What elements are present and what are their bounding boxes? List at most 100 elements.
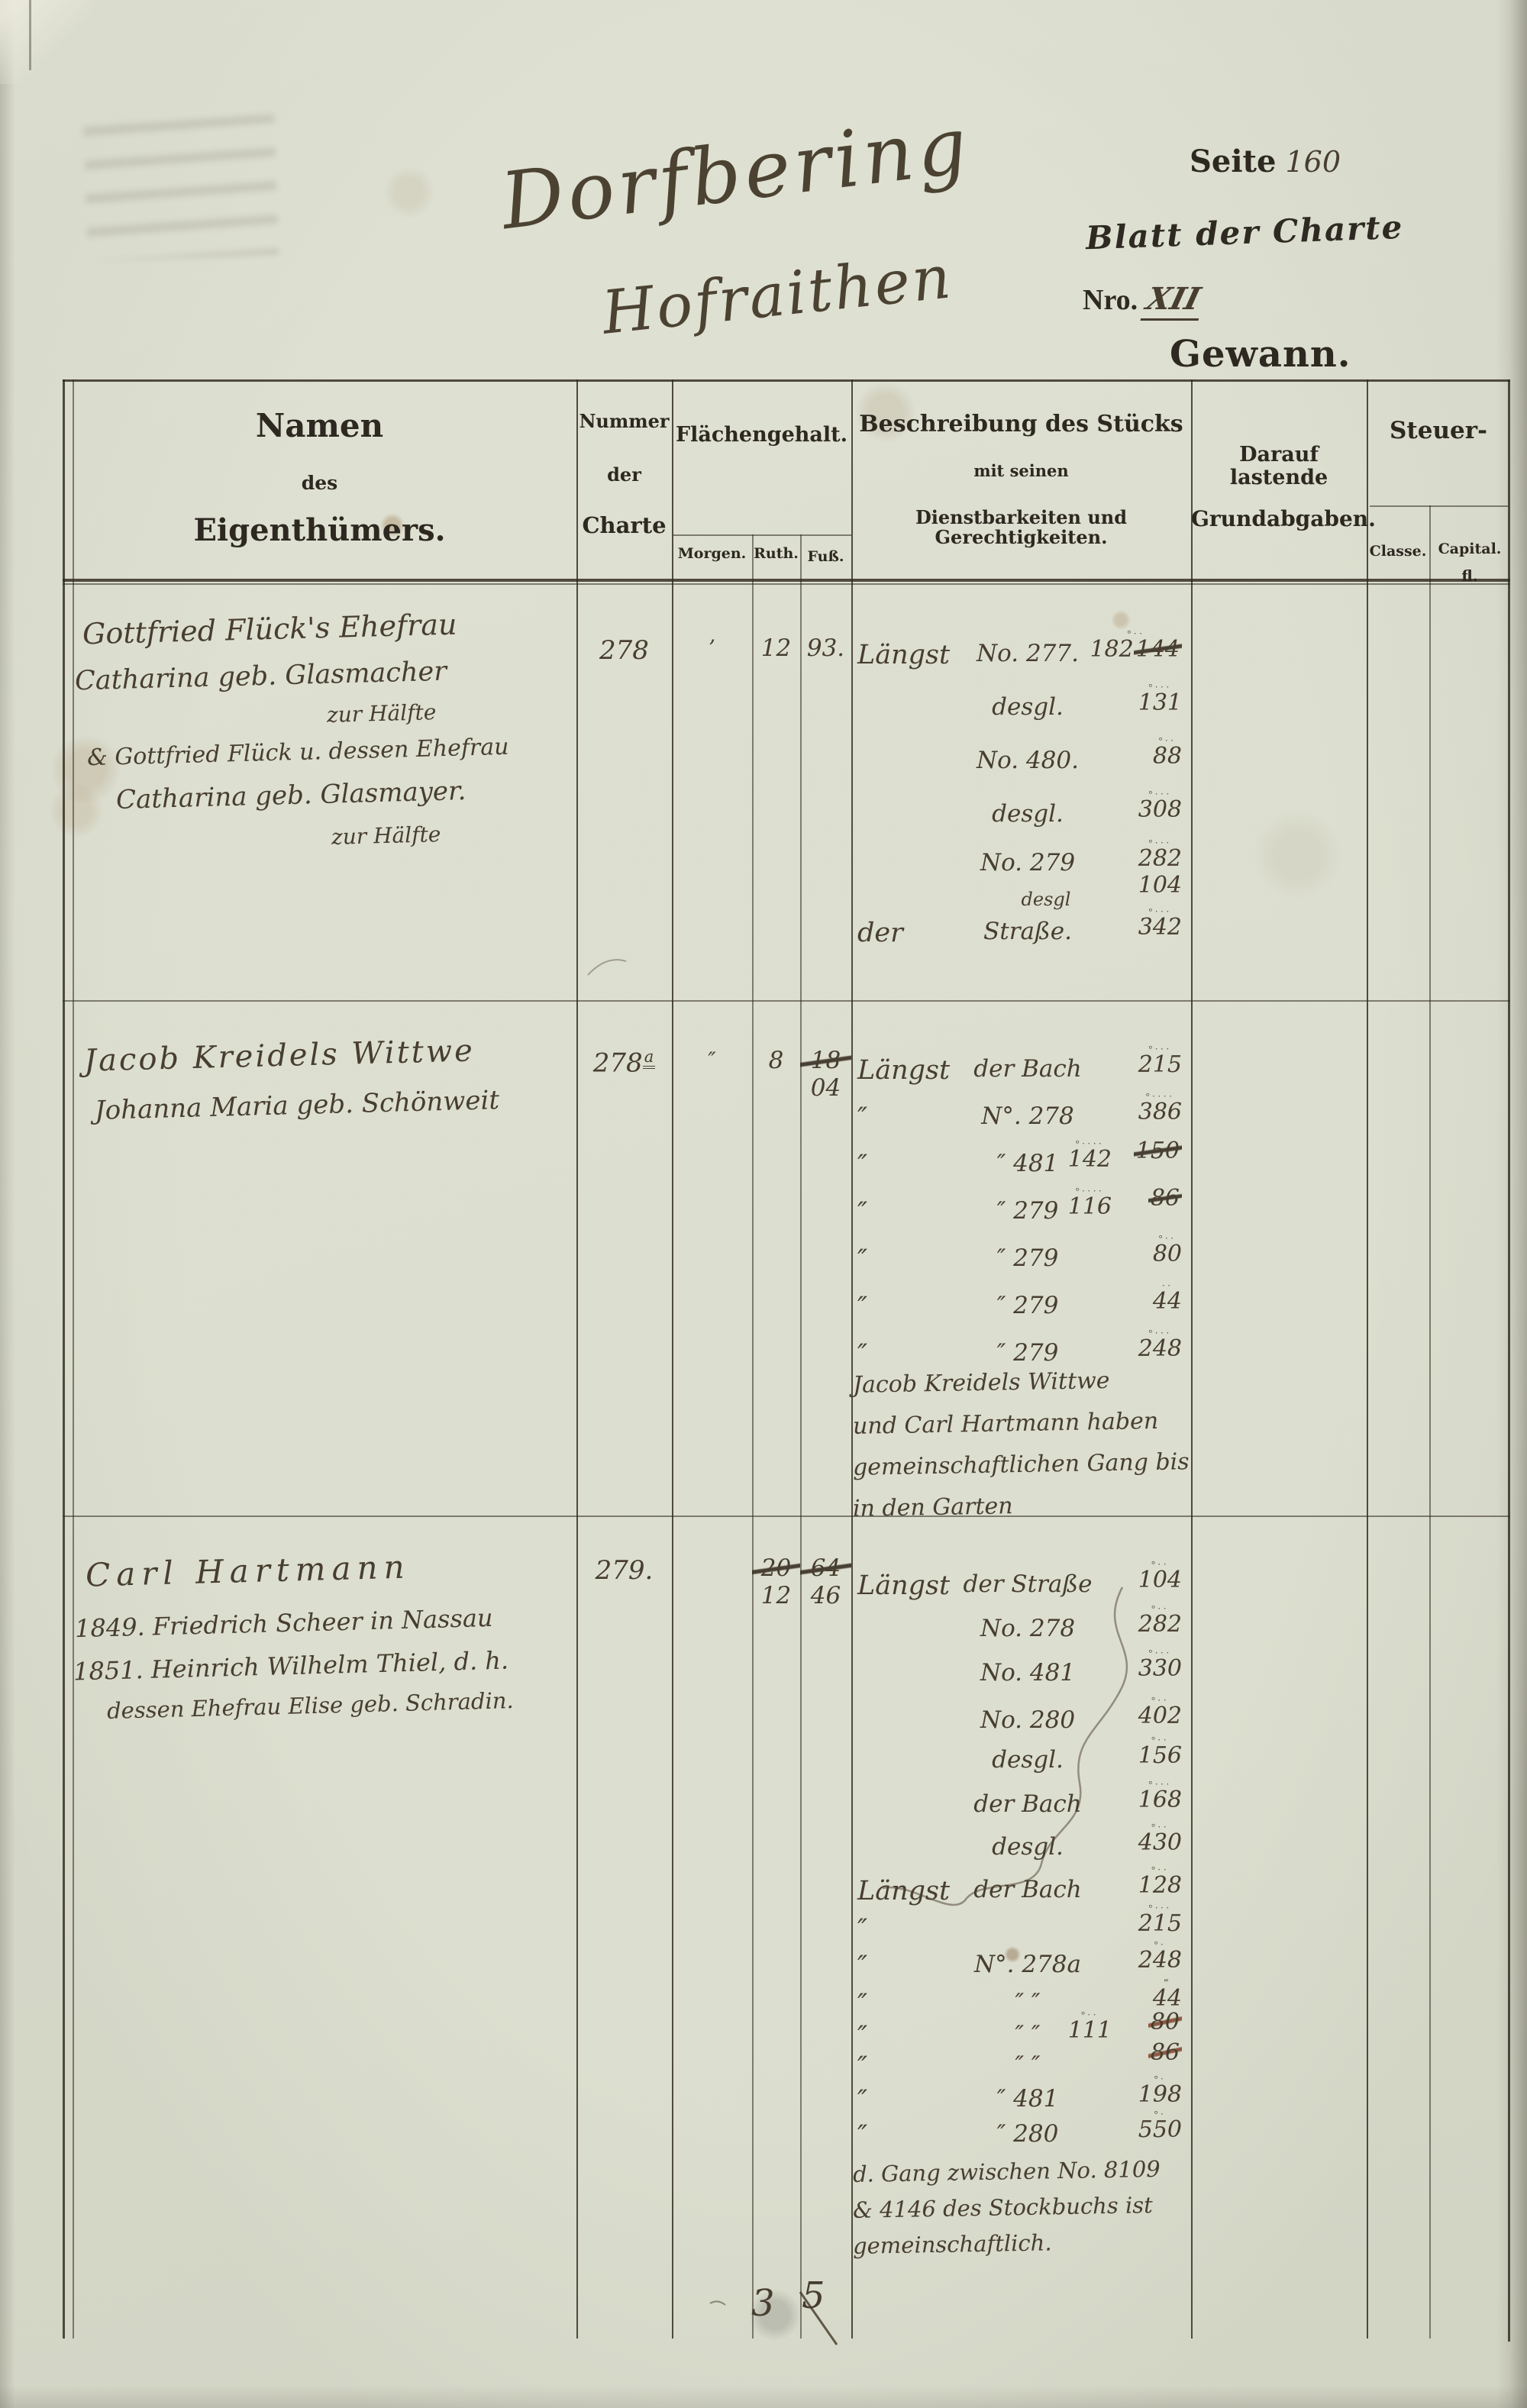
description-line: ″ N°. 278a °· 248 bbox=[851, 1938, 1191, 1990]
description-ditto: Längst bbox=[857, 1055, 951, 1086]
row-rule bbox=[1370, 505, 1508, 507]
description-label: No. 280 bbox=[980, 1706, 1076, 1734]
description-ditto: ″ bbox=[857, 1339, 868, 1370]
header-fuss: Fuß. bbox=[807, 548, 844, 565]
charte-number-main: 278 bbox=[592, 1047, 643, 1079]
unit-marks: °···· bbox=[1075, 1185, 1105, 1196]
owner-name-line: 1851. Heinrich Wilhelm Thiel, d. h. bbox=[73, 1645, 509, 1687]
morgen-cell: ″ bbox=[672, 1000, 752, 1515]
description-line: No. 481 °··· 330 bbox=[851, 1647, 1191, 1699]
description-label: der Bach bbox=[973, 1790, 1082, 1818]
measure-value: °··· 308 bbox=[1138, 788, 1182, 823]
fuss-value-old: 18 bbox=[800, 1047, 851, 1075]
description-cell: Längst der Straße °·· 104 No. 278 °·· 282 No. 4… bbox=[851, 1515, 1191, 2355]
fuss-value-old: 64 bbox=[800, 1554, 851, 1583]
seite-label: Seite bbox=[1190, 144, 1277, 179]
description-line: desgl 104 bbox=[851, 872, 1191, 924]
unit-marks: °··· bbox=[1148, 1902, 1172, 1913]
description-line: ″ ″ 279 °···· 116 86 bbox=[851, 1185, 1191, 1237]
header-darauf-lastende: Darauf lastende bbox=[1229, 443, 1328, 489]
description-label: Straße. bbox=[983, 918, 1072, 945]
measure-value: °··· 131 bbox=[1138, 681, 1182, 716]
measure-number: 182 bbox=[1090, 636, 1134, 663]
description-label: No. 278 bbox=[980, 1615, 1076, 1642]
unit-marks: °··· bbox=[1148, 837, 1172, 848]
description-label: No. 481 bbox=[980, 1659, 1076, 1687]
header-eigenthuemers: Eigenthümers. bbox=[193, 512, 446, 548]
unit-marks: ·· bbox=[1161, 1280, 1173, 1291]
page-corner bbox=[0, 0, 92, 84]
unit-marks: °· bbox=[1154, 2108, 1167, 2119]
measure-value: °··· 215 bbox=[1138, 1043, 1182, 1078]
description-label: ″ 279 bbox=[996, 1292, 1059, 1319]
charte-cell: 278 bbox=[576, 580, 672, 1000]
measure-number-old: 86 bbox=[1148, 2039, 1182, 2066]
description-line: der Straße. °··· 342 bbox=[851, 905, 1191, 957]
description-notes: Jacob Kreidels Wittwe und Carl Hartmann h… bbox=[853, 1362, 1191, 1527]
header-namen-des: des bbox=[301, 472, 338, 494]
measure-value: °·· 88 bbox=[1153, 734, 1182, 770]
unit-marks: °·· bbox=[1151, 1603, 1169, 1614]
measure-number: 104 bbox=[1138, 1567, 1182, 1593]
charte-number-suffix: a bbox=[642, 1047, 656, 1069]
description-line: ″ ″ ″ 86 bbox=[851, 2039, 1191, 2091]
measure-number-old: 86 bbox=[1148, 1185, 1182, 1212]
note-line: und Carl Hartmann haben bbox=[852, 1407, 1159, 1440]
measure-value: °· 198 bbox=[1138, 2073, 1182, 2108]
description-line: ″ ″ 279 °·· 80 bbox=[851, 1232, 1191, 1284]
unit-marks: °···· bbox=[1145, 1090, 1175, 1102]
row-rule bbox=[673, 534, 851, 536]
measure-number-old: 150 bbox=[1133, 1138, 1182, 1164]
measure-value: 104 bbox=[1138, 872, 1182, 899]
description-label: desgl. bbox=[992, 1833, 1064, 1861]
unit-marks: °·· bbox=[1080, 2009, 1099, 2020]
unit-marks: °··· bbox=[1148, 1043, 1172, 1054]
table-row: Gottfried Flück's Ehefrau Catharina geb. … bbox=[63, 580, 1510, 1000]
description-line: ″ ″ ″ ‴ 44 bbox=[851, 1977, 1191, 2029]
description-ditto: ″ bbox=[857, 2120, 868, 2151]
owner-name-line: & Gottfried Flück u. dessen Ehefrau bbox=[86, 733, 509, 772]
description-line: ″ ″ 280 °· 550 bbox=[851, 2108, 1191, 2160]
description-label: ″ 481 bbox=[996, 2085, 1059, 2113]
fuss-cell: 93. bbox=[800, 580, 851, 1000]
description-ditto: ″ bbox=[857, 2051, 868, 2082]
description-ditto: ″ bbox=[857, 2085, 868, 2116]
owner-name-line: Johanna Maria geb. Schönweit bbox=[94, 1085, 500, 1126]
owner-cell: Gottfried Flück's Ehefrau Catharina geb. … bbox=[73, 580, 573, 1000]
seite-value: 160 bbox=[1285, 145, 1341, 179]
measure-number: 386 bbox=[1138, 1099, 1182, 1125]
measure-value: ·· 44 bbox=[1153, 1280, 1182, 1315]
owner-name-line: Carl Hartmann bbox=[85, 1548, 412, 1594]
measure-value: °···· 116 bbox=[1068, 1185, 1112, 1220]
description-ditto: Längst bbox=[857, 640, 951, 670]
unit-marks: °··· bbox=[1148, 1647, 1172, 1658]
description-label: No. 480. bbox=[977, 747, 1079, 774]
description-label: ″ 279 bbox=[996, 1244, 1059, 1272]
column-rule bbox=[1191, 379, 1193, 2339]
column-rule bbox=[851, 379, 853, 2339]
measure-number: 80 bbox=[1152, 1241, 1182, 1267]
table-row: Carl Hartmann 1849. Friedrich Scheer in N… bbox=[63, 1515, 1510, 2355]
page-title-section: Hofraithen bbox=[599, 243, 957, 348]
page-number-block: Seite 160 bbox=[1190, 144, 1341, 179]
description-line: ″ ″ 279 °··· 248 bbox=[851, 1327, 1191, 1379]
measure-value: °· 248 bbox=[1138, 1938, 1182, 1974]
measure-old-value: 150 bbox=[1133, 1138, 1182, 1164]
measure-value: °··· 215 bbox=[1138, 1902, 1182, 1937]
header-charte: Charte bbox=[582, 512, 667, 538]
description-label: ″ ″ bbox=[1015, 2021, 1041, 2048]
column-rule bbox=[576, 379, 578, 2339]
note-line: gemeinschaftlich. bbox=[852, 2229, 1052, 2259]
unit-marks: °··· bbox=[1148, 1778, 1172, 1790]
owner-name-line: Gottfried Flück's Ehefrau bbox=[82, 607, 457, 651]
unit-marks: °··· bbox=[1148, 681, 1172, 692]
description-ditto: Längst bbox=[857, 1570, 951, 1601]
column-rule bbox=[73, 379, 74, 2339]
unit-marks: °·· bbox=[1151, 1558, 1169, 1570]
description-label: der Bach bbox=[973, 1055, 1082, 1083]
description-notes: d. Gang zwischen No. 8109 & 4146 des Stoc… bbox=[853, 2154, 1191, 2261]
fuss-cell: 64 46 bbox=[800, 1515, 851, 2355]
header-ruth: Ruth. bbox=[754, 545, 799, 562]
measure-number: 330 bbox=[1138, 1655, 1182, 1682]
owner-cell: Carl Hartmann 1849. Friedrich Scheer in N… bbox=[73, 1515, 573, 2355]
